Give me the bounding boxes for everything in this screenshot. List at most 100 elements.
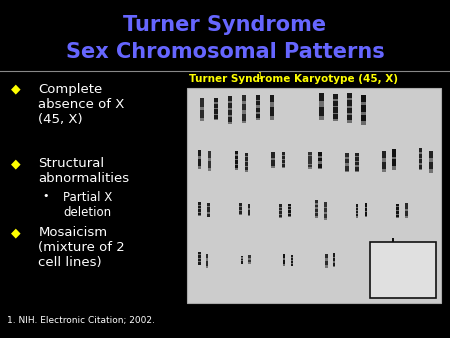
Bar [325, 265, 328, 267]
Bar [319, 152, 322, 161]
Bar [228, 122, 232, 124]
Bar [282, 152, 285, 161]
Bar [282, 159, 285, 160]
Bar [333, 119, 338, 121]
Bar [234, 168, 238, 170]
Bar [242, 121, 246, 123]
Bar [242, 110, 246, 123]
Bar [206, 254, 208, 260]
Bar [198, 149, 201, 161]
Bar [324, 218, 327, 220]
Bar [270, 95, 274, 110]
Bar [248, 215, 251, 216]
Bar [396, 210, 399, 211]
Bar [282, 167, 285, 168]
Bar [279, 210, 282, 218]
Bar [282, 155, 285, 156]
Bar [419, 161, 423, 170]
Bar [198, 215, 201, 216]
Bar [315, 200, 318, 210]
Bar [308, 152, 312, 161]
Bar [207, 210, 210, 217]
Bar [239, 210, 242, 211]
Bar [319, 168, 322, 169]
Bar [239, 206, 242, 207]
Bar [347, 106, 352, 108]
Bar [198, 202, 201, 210]
Bar [198, 161, 201, 169]
Bar [256, 110, 260, 120]
Bar [208, 161, 211, 171]
Text: Turner Syndrome Karyotype (45, X): Turner Syndrome Karyotype (45, X) [189, 74, 398, 84]
Bar [356, 207, 359, 208]
Bar [364, 203, 367, 210]
Bar [291, 257, 293, 258]
Bar [356, 156, 359, 158]
Bar [308, 154, 312, 156]
Bar [429, 151, 432, 161]
Bar [345, 157, 349, 159]
Bar [288, 216, 291, 217]
Bar [325, 259, 328, 261]
Bar [392, 251, 394, 269]
Bar [248, 255, 251, 260]
Text: Turner Syndrome: Turner Syndrome [123, 15, 327, 35]
Bar [324, 210, 327, 220]
Bar [392, 156, 396, 159]
Bar [315, 212, 318, 213]
Bar [248, 210, 251, 216]
Bar [248, 208, 251, 210]
Bar [345, 171, 349, 172]
Bar [347, 120, 352, 123]
Bar [198, 254, 201, 255]
Bar [356, 216, 359, 218]
Text: ◆: ◆ [11, 226, 21, 239]
Bar [324, 202, 327, 210]
Bar [319, 116, 324, 120]
Bar [207, 212, 210, 214]
Bar [234, 159, 238, 160]
Bar [241, 260, 243, 262]
Bar [396, 217, 399, 218]
Bar [206, 258, 208, 261]
Bar [234, 161, 238, 170]
Bar [419, 158, 423, 159]
Bar [291, 260, 293, 266]
Text: 1. NIH. Electronic Citation; 2002.: 1. NIH. Electronic Citation; 2002. [7, 316, 155, 325]
Bar [283, 260, 285, 266]
Text: Complete
absence of X
(45, X): Complete absence of X (45, X) [38, 83, 125, 126]
Bar [248, 260, 251, 264]
Bar [198, 208, 201, 209]
Bar [291, 260, 293, 261]
Bar [429, 169, 432, 173]
Bar [245, 152, 248, 161]
Bar [198, 260, 201, 265]
Bar [392, 238, 394, 251]
Bar [245, 170, 248, 172]
Bar [288, 209, 291, 211]
Text: Structural
abnormalities: Structural abnormalities [38, 157, 130, 185]
Bar [333, 260, 336, 267]
Bar [271, 161, 275, 168]
Bar [325, 260, 328, 267]
Bar [256, 112, 260, 114]
Bar [333, 266, 336, 267]
Bar [345, 163, 349, 166]
Bar [239, 203, 242, 210]
Bar [200, 107, 204, 110]
Bar [419, 163, 423, 165]
Bar [214, 102, 218, 104]
Bar [198, 261, 201, 262]
Bar [315, 210, 318, 218]
Bar [283, 254, 285, 260]
Bar [429, 161, 432, 173]
Bar [279, 210, 282, 211]
Bar [356, 210, 359, 211]
Bar [279, 204, 282, 210]
Bar [214, 114, 218, 115]
Bar [241, 256, 243, 260]
Bar [282, 163, 285, 164]
Bar [248, 204, 251, 210]
Bar [405, 209, 408, 211]
Bar [356, 161, 359, 162]
